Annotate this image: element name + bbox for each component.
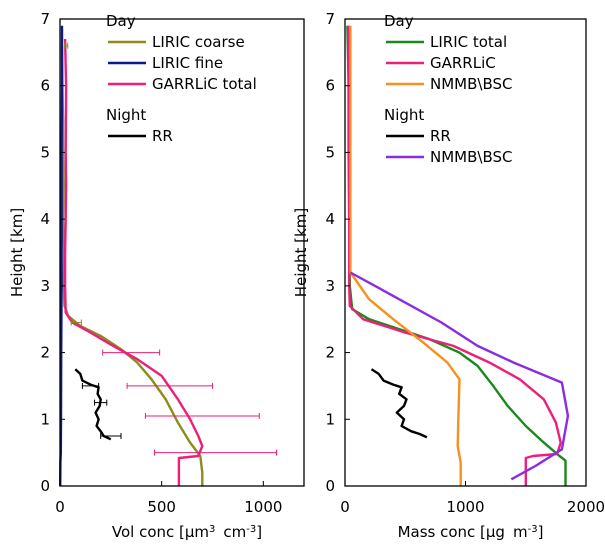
- y-tick-label: 5: [325, 143, 335, 161]
- x-axis-label-sup1: 3: [209, 524, 215, 535]
- series-line-rr: [74, 368, 112, 441]
- y-tick-label: 0: [325, 477, 335, 495]
- series-line-nmmb-bsc: [349, 271, 570, 481]
- y-tick-label: 7: [40, 10, 50, 28]
- x-tick-label: 0: [55, 498, 65, 516]
- x-axis-label-end: ]: [256, 523, 262, 541]
- y-tick-label: 3: [325, 277, 335, 295]
- legend-label-garrlic-total: GARRLiC total: [152, 75, 257, 93]
- legend-label-garrlic: GARRLiC: [430, 54, 496, 72]
- legend: Day LIRIC total GARRLiC NMMB\BSC Night RR NMMB…: [384, 12, 512, 166]
- y-tick-label: 0: [40, 477, 50, 495]
- legend-label-liric-coarse: LIRIC coarse: [152, 33, 245, 51]
- y-tick-label: 4: [40, 210, 50, 228]
- x-axis-label-sup2: -3: [528, 524, 538, 535]
- legend-label-rr: RR: [430, 127, 451, 145]
- legend-label-rr: RR: [152, 127, 173, 145]
- legend-group-title: Night: [106, 106, 146, 124]
- y-tick-label: 6: [325, 77, 335, 95]
- legend-group-title: Night: [384, 106, 424, 124]
- x-axis-label-main: Vol conc [µm: [112, 523, 209, 541]
- y-tick-label: 3: [40, 277, 50, 295]
- x-axis-label-end: ]: [538, 523, 544, 541]
- series-line-garrlic: [347, 25, 562, 486]
- y-tick-label: 4: [325, 210, 335, 228]
- legend-group-title: Day: [106, 12, 136, 30]
- legend-group-title: Day: [384, 12, 414, 30]
- x-axis-label-sup2: -3: [246, 524, 256, 535]
- x-tick-label: 2000: [567, 498, 605, 516]
- y-tick-label: 6: [40, 77, 50, 95]
- series-line-garrlic-total: [63, 38, 204, 486]
- x-tick-label: 1000: [446, 498, 484, 516]
- legend-label-nmmb-bsc: NMMB\BSC: [430, 148, 512, 166]
- legend-label-liric-total: LIRIC total: [430, 33, 507, 51]
- panel-mass-concentration: 0 1 2 3 4 5 6 7 0 1000 2000 Height [km] Mass conc …: [292, 10, 605, 541]
- y-tick-label: 1: [40, 410, 50, 428]
- x-tick-label: 0: [340, 498, 350, 516]
- y-tick-label: 7: [325, 10, 335, 28]
- series-line-liric-total: [346, 25, 567, 486]
- panel-volume-concentration: 0 1 2 3 4 5 6 7 0 500 1000 Height [km] Vol conc [µ…: [8, 10, 305, 541]
- plot-frame: [59, 18, 305, 487]
- legend-label-liric-fine: LIRIC fine: [152, 54, 223, 72]
- series-line-nmmb-bsc: [349, 25, 462, 486]
- y-axis-label: Height [km]: [8, 208, 26, 297]
- series-line-rr: [370, 368, 428, 439]
- y-axis-label: Height [km]: [292, 208, 310, 297]
- legend-label-nmmb-bsc: NMMB\BSC: [430, 75, 512, 93]
- x-axis-label: Mass conc [µg m-3]: [398, 523, 544, 541]
- x-tick-label: 1000: [244, 498, 282, 516]
- y-tick-label: 1: [325, 410, 335, 428]
- x-axis-label-mid: m: [513, 523, 528, 541]
- x-tick-label: 500: [147, 498, 176, 516]
- y-tick-label: 2: [40, 344, 50, 362]
- x-axis-label-main: Mass conc [µg: [398, 523, 505, 541]
- legend: Day LIRIC coarse LIRIC fine GARRLiC total Ni…: [106, 12, 257, 145]
- x-axis-label-mid: cm: [223, 523, 246, 541]
- y-tick-label: 5: [40, 143, 50, 161]
- x-axis-label: Vol conc [µm3 cm-3]: [112, 523, 262, 541]
- y-tick-label: 2: [325, 344, 335, 362]
